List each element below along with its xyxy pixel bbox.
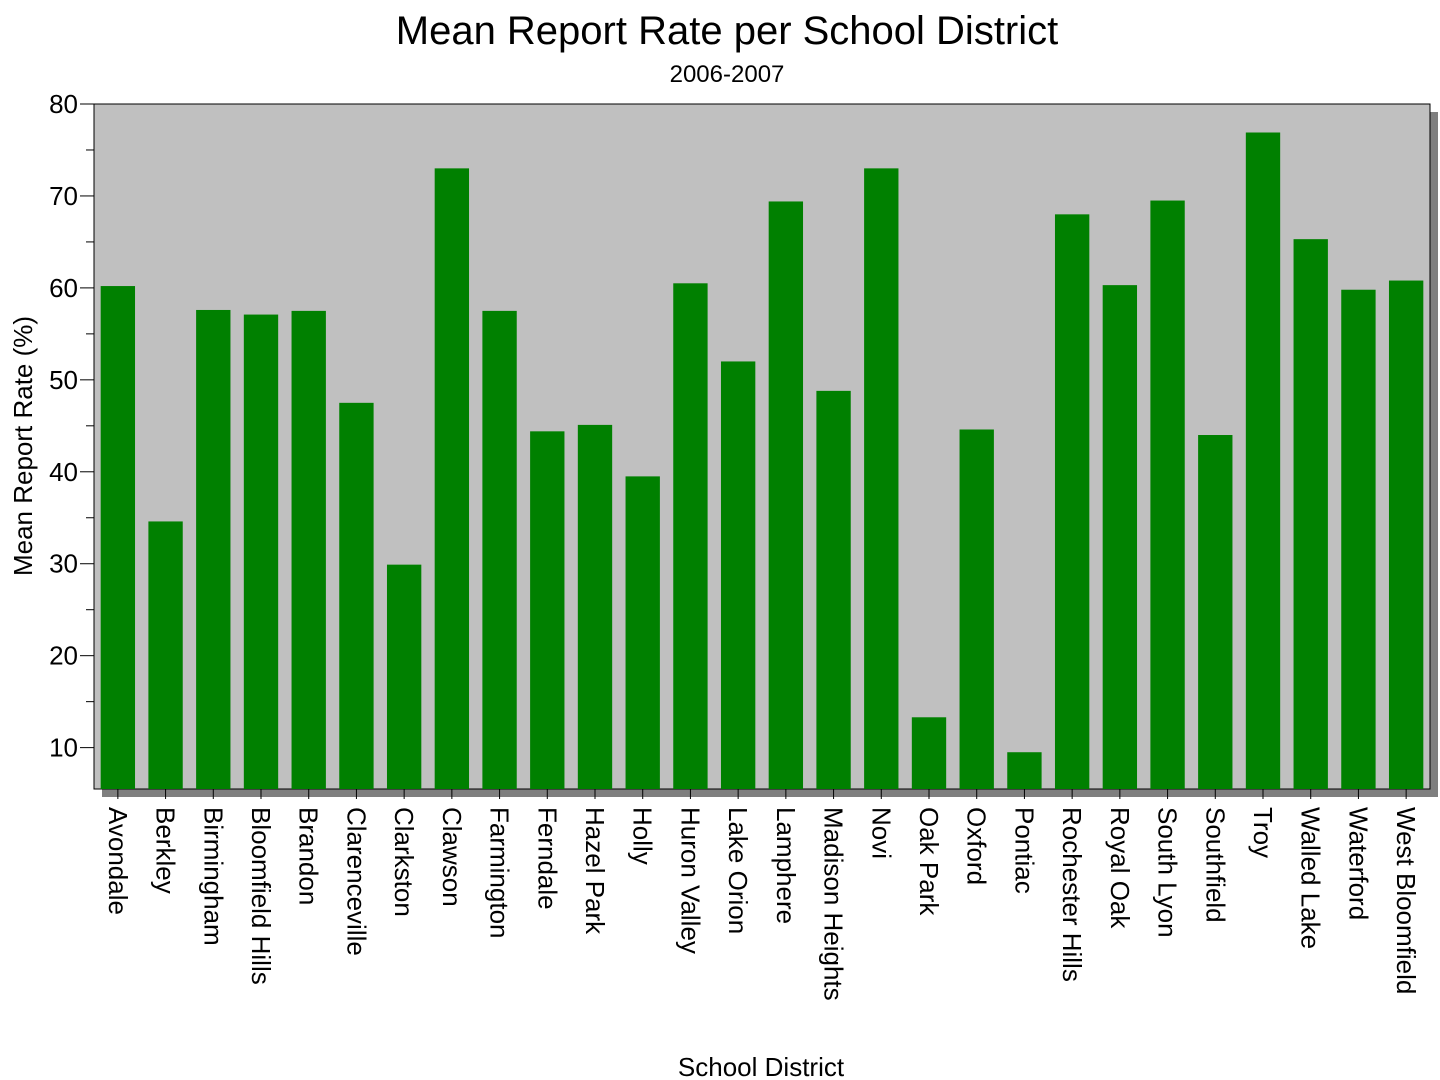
y-axis-label: Mean Report Rate (%) (8, 316, 38, 576)
y-tick-label: 80 (49, 89, 78, 119)
y-tick-label: 50 (49, 365, 78, 395)
bar-pontiac (1007, 752, 1042, 789)
x-axis: Avondale Berkley Birmingham Bloomfield Hill… (103, 789, 1421, 1001)
x-tick-label: Walled Lake (1296, 807, 1326, 949)
x-tick-label: Clawson (437, 807, 467, 907)
x-tick-label: Royal Oak (1105, 807, 1135, 929)
x-tick-label: Holly (628, 807, 658, 865)
x-tick-label: Rochester Hills (1057, 807, 1087, 982)
x-axis-label: School District (678, 1052, 845, 1080)
y-tick-label: 30 (49, 549, 78, 579)
x-tick-label: Brandon (294, 807, 324, 905)
bar-holly (625, 476, 660, 789)
y-axis: 10 20 30 40 50 60 70 80 (49, 89, 94, 763)
bars (100, 132, 1424, 790)
x-tick-label: Oxford (962, 807, 992, 885)
bar-walled-lake (1293, 239, 1328, 789)
bar-birmingham (196, 309, 231, 789)
y-tick-label: 10 (49, 733, 78, 763)
x-tick-label: Clarkston (389, 807, 419, 917)
bar-madison-heights (816, 390, 851, 789)
bar-hazel-park (577, 424, 613, 789)
bar-bloomfield-hills (243, 314, 279, 789)
x-tick-label: Farmington (485, 807, 515, 939)
bar-royal-oak (1102, 285, 1138, 789)
x-tick-label: Avondale (103, 807, 133, 915)
x-tick-label: Troy (1248, 807, 1278, 858)
x-tick-label: South Lyon (1153, 807, 1183, 938)
x-tick-label: Pontiac (1009, 807, 1039, 894)
x-tick-label: Southfield (1200, 807, 1230, 923)
bar-troy (1245, 132, 1281, 789)
bar-rochester-hills (1054, 214, 1090, 790)
chart-title: Mean Report Rate per School District (396, 9, 1059, 53)
bar-oxford (959, 429, 994, 789)
bar-south-lyon (1150, 200, 1185, 790)
bar-novi (864, 168, 899, 790)
bar-huron-valley (673, 283, 708, 789)
bar-west-bloomfield (1388, 280, 1424, 789)
bar-brandon (291, 310, 326, 789)
x-tick-label: Huron Valley (675, 807, 705, 954)
y-tick-label: 70 (49, 181, 78, 211)
x-tick-label: Waterford (1343, 807, 1373, 920)
bar-avondale (100, 286, 136, 789)
chart-subtitle: 2006-2007 (670, 61, 785, 88)
x-tick-label: Ferndale (532, 807, 562, 910)
y-tick-label: 20 (49, 641, 78, 671)
x-tick-label: Lamphere (771, 807, 801, 924)
x-tick-label: West Bloomfield (1391, 807, 1421, 994)
x-tick-label: Oak Park (914, 807, 944, 916)
bar-clawson (434, 168, 470, 790)
x-tick-label: Bloomfield Hills (246, 807, 276, 985)
y-tick-label: 40 (49, 457, 78, 487)
x-tick-label: Clarenceville (341, 807, 371, 956)
bar-berkley (148, 521, 183, 789)
x-tick-label: Birmingham (198, 807, 228, 946)
bar-oak-park (911, 717, 947, 789)
x-tick-label: Madison Heights (819, 807, 849, 1001)
bar-waterford (1341, 289, 1376, 789)
x-tick-label: Berkley (151, 807, 181, 894)
x-tick-label: Hazel Park (580, 807, 610, 935)
bar-lamphere (768, 201, 804, 789)
bar-ferndale (530, 431, 565, 789)
x-tick-label: Novi (866, 807, 896, 859)
bar-clarenceville (339, 402, 374, 789)
bar-lake-orion (720, 361, 756, 789)
y-tick-label: 60 (49, 273, 78, 303)
bar-southfield (1198, 435, 1233, 789)
x-tick-label: Lake Orion (723, 807, 753, 934)
bar-farmington (482, 310, 517, 789)
bar-clarkston (386, 564, 422, 789)
